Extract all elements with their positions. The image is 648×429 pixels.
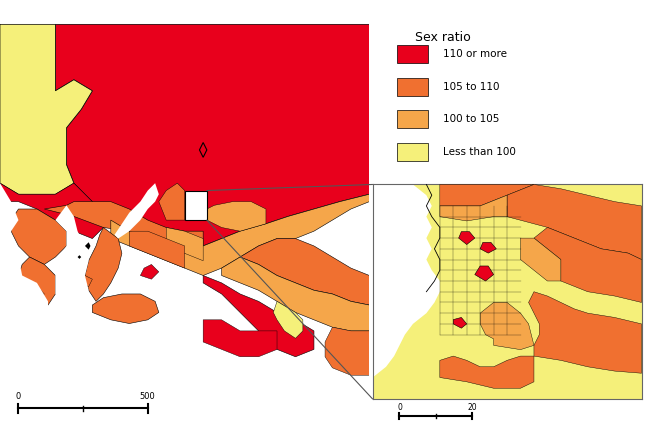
Polygon shape — [11, 209, 67, 264]
Polygon shape — [115, 183, 159, 239]
Text: Sex ratio: Sex ratio — [415, 31, 470, 44]
Polygon shape — [37, 290, 44, 298]
FancyBboxPatch shape — [397, 78, 428, 96]
Polygon shape — [440, 356, 534, 388]
Polygon shape — [18, 257, 55, 312]
Polygon shape — [166, 227, 203, 261]
Polygon shape — [440, 195, 507, 221]
Polygon shape — [475, 266, 494, 281]
Text: 20: 20 — [467, 403, 477, 412]
Polygon shape — [325, 327, 369, 375]
Polygon shape — [55, 205, 89, 312]
Text: 100 to 105: 100 to 105 — [443, 114, 500, 124]
Text: 0: 0 — [397, 403, 402, 412]
Polygon shape — [534, 227, 642, 302]
Polygon shape — [130, 231, 185, 268]
Text: 0: 0 — [16, 392, 21, 401]
Polygon shape — [44, 202, 203, 254]
Polygon shape — [453, 317, 467, 328]
Polygon shape — [141, 264, 159, 279]
Bar — [185, 190, 207, 220]
Text: 500: 500 — [140, 392, 156, 401]
Polygon shape — [207, 202, 266, 231]
Polygon shape — [373, 184, 440, 399]
Polygon shape — [78, 255, 81, 259]
Polygon shape — [111, 194, 369, 275]
Text: 105 to 110: 105 to 110 — [443, 82, 500, 92]
Polygon shape — [529, 292, 642, 373]
Polygon shape — [203, 320, 277, 357]
FancyBboxPatch shape — [397, 45, 428, 63]
Polygon shape — [203, 275, 314, 357]
Polygon shape — [0, 24, 92, 194]
Polygon shape — [459, 232, 475, 245]
Polygon shape — [0, 183, 111, 239]
Text: Less than 100: Less than 100 — [443, 147, 516, 157]
Polygon shape — [92, 294, 159, 323]
Polygon shape — [273, 301, 303, 338]
FancyBboxPatch shape — [397, 110, 428, 128]
Polygon shape — [85, 227, 122, 301]
Polygon shape — [55, 24, 369, 254]
Polygon shape — [85, 242, 91, 250]
FancyBboxPatch shape — [397, 142, 428, 160]
Polygon shape — [185, 198, 207, 220]
Text: 110 or more: 110 or more — [443, 49, 507, 59]
Polygon shape — [222, 257, 369, 331]
Polygon shape — [440, 184, 534, 206]
Polygon shape — [480, 242, 496, 253]
Polygon shape — [0, 183, 185, 386]
Polygon shape — [81, 275, 92, 287]
Polygon shape — [240, 239, 369, 305]
Polygon shape — [480, 302, 534, 350]
Polygon shape — [520, 238, 561, 281]
Polygon shape — [507, 184, 642, 260]
Polygon shape — [159, 183, 185, 220]
